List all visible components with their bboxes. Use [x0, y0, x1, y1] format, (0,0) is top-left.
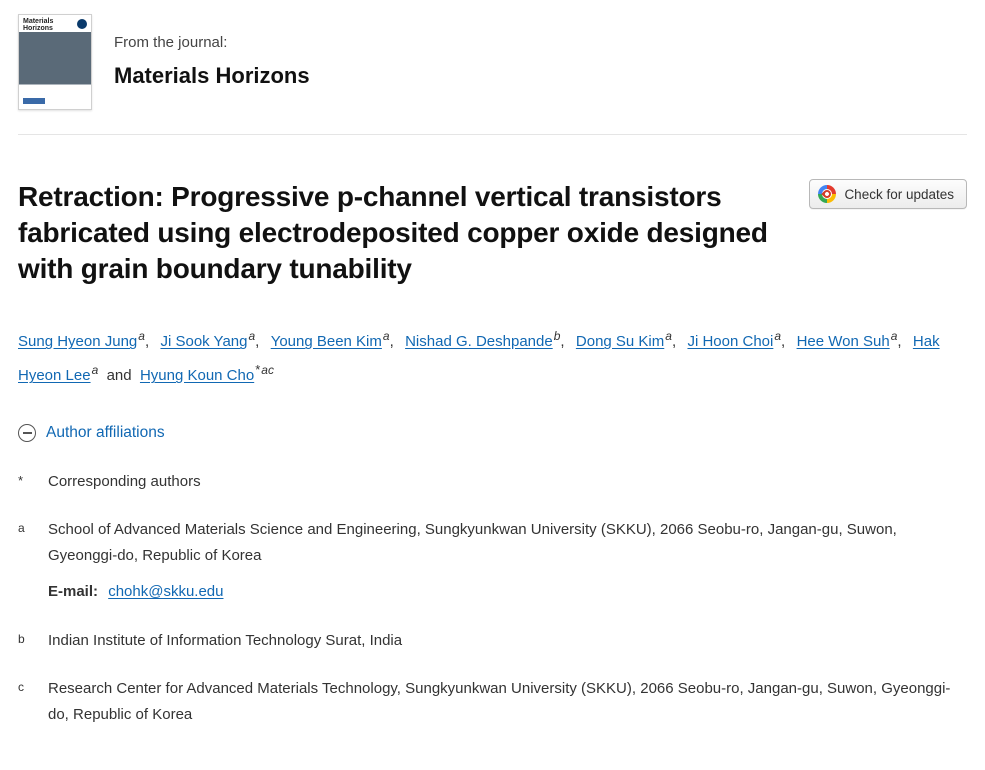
collapse-icon: [18, 424, 36, 442]
corresponding-mark: *: [255, 362, 260, 377]
title-row: Retraction: Progressive p-channel vertic…: [18, 179, 967, 286]
author-link[interactable]: Young Been Kim: [271, 333, 382, 350]
author-affiliations-toggle[interactable]: Author affiliations: [18, 421, 165, 444]
author-link[interactable]: Ji Sook Yang: [160, 333, 247, 350]
affiliation-row: c Research Center for Advanced Materials…: [18, 676, 967, 729]
affiliation-key: a: [18, 517, 32, 537]
corresponding-label: Corresponding authors: [48, 469, 967, 495]
affiliation-text: Indian Institute of Information Technolo…: [48, 628, 967, 654]
author-link[interactable]: Hee Won Suh: [797, 333, 890, 350]
affiliation-mark: a: [383, 329, 390, 343]
email-link[interactable]: chohk@skku.edu: [108, 583, 223, 600]
affiliation-text: School of Advanced Materials Science and…: [48, 517, 967, 606]
affiliation-text: Research Center for Advanced Materials T…: [48, 676, 967, 729]
check-for-updates-button[interactable]: Check for updates: [809, 179, 967, 209]
email-label: E-mail:: [48, 583, 98, 600]
affiliation-key: c: [18, 676, 32, 696]
author-list: Sung Hyeon Junga, Ji Sook Yanga, Young B…: [18, 324, 967, 391]
affiliation-mark: ac: [261, 363, 274, 377]
from-journal-label: From the journal:: [114, 32, 310, 55]
affiliations-list: * Corresponding authors a School of Adva…: [18, 469, 967, 729]
affiliation-row: b Indian Institute of Information Techno…: [18, 628, 967, 654]
corresponding-authors-row: * Corresponding authors: [18, 469, 967, 495]
article-title: Retraction: Progressive p-channel vertic…: [18, 179, 789, 286]
journal-name-link[interactable]: Materials Horizons: [114, 59, 310, 92]
author-link[interactable]: Sung Hyeon Jung: [18, 333, 137, 350]
author-link[interactable]: Dong Su Kim: [576, 333, 664, 350]
author-link[interactable]: Ji Hoon Choi: [687, 333, 773, 350]
affiliation-mark: a: [665, 329, 672, 343]
corresponding-key: *: [18, 469, 32, 491]
journal-info: From the journal: Materials Horizons: [114, 32, 310, 92]
affiliation-mark: a: [138, 329, 145, 343]
affiliation-key: b: [18, 628, 32, 648]
journal-cover-thumbnail[interactable]: [18, 14, 92, 110]
journal-header: From the journal: Materials Horizons: [18, 10, 967, 135]
affiliation-row: a School of Advanced Materials Science a…: [18, 517, 967, 606]
author-link[interactable]: Nishad G. Deshpande: [405, 333, 553, 350]
check-for-updates-label: Check for updates: [844, 187, 954, 202]
crossmark-icon: [818, 185, 836, 203]
author-link[interactable]: Hyung Koun Cho: [140, 367, 254, 384]
affiliations-toggle-label: Author affiliations: [46, 421, 165, 444]
